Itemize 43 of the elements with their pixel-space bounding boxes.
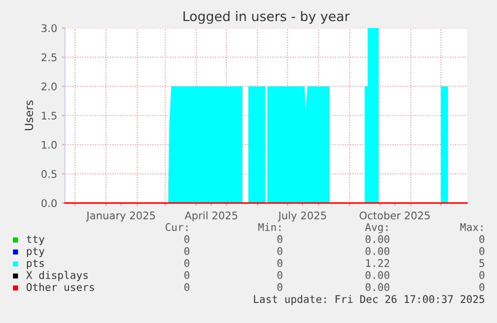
text: 0 — [184, 259, 190, 268]
text: 0 — [277, 247, 282, 256]
text: 0 — [479, 271, 484, 280]
text: Avg: — [365, 223, 388, 234]
y-tick-label: 2.5 — [42, 53, 56, 62]
text: 0 — [184, 283, 190, 292]
text: 1.22 — [366, 259, 390, 267]
text: Max: — [460, 223, 482, 232]
x-tick-label: January 2025 — [86, 212, 155, 222]
chart-title: Logged in users - by year — [184, 11, 350, 24]
text: 0.00 — [366, 283, 390, 292]
text: Last update: Fri Dec 26 17:00:37 2025 — [254, 294, 484, 306]
text: 0 — [277, 259, 282, 268]
y-tick-label: 3.0 — [42, 24, 57, 32]
legend-label: tty — [26, 236, 44, 246]
y-tick-label: 0.0 — [41, 199, 57, 208]
y-tick-label: 1.5 — [42, 112, 56, 120]
y-tick-label: 2.0 — [42, 82, 57, 90]
text: 0 — [479, 247, 484, 256]
text: 0 — [277, 283, 282, 292]
text: 0 — [184, 247, 190, 256]
legend-label: pty — [26, 248, 44, 258]
text: 0.00 — [366, 271, 390, 280]
text: 0 — [184, 271, 190, 280]
text: 0 — [277, 271, 282, 280]
text: 5 — [479, 259, 484, 268]
legend-label: X displays — [26, 270, 88, 282]
text: 0 — [479, 283, 484, 292]
text: 0 — [479, 235, 484, 244]
text: 0.00 — [366, 235, 390, 244]
text: Cur: — [166, 223, 188, 232]
text: Min: — [258, 222, 280, 231]
text: 0.00 — [366, 247, 390, 256]
text: 0 — [277, 235, 282, 244]
y-tick-label: 0.5 — [41, 170, 56, 178]
x-tick-label: October 2025 — [360, 211, 430, 220]
text: 0 — [184, 235, 190, 244]
x-tick-label: July 2025 — [278, 211, 326, 222]
legend-label: Other users — [26, 282, 94, 292]
x-tick-label: April 2025 — [184, 211, 238, 222]
y-tick-label: 1.0 — [42, 140, 57, 149]
legend-label: pts — [26, 260, 44, 270]
y-axis-title: Users — [24, 100, 34, 130]
